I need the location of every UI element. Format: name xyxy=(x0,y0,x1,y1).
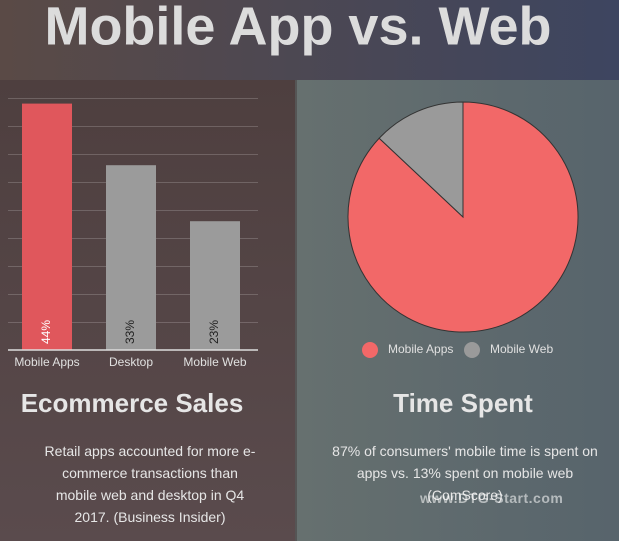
caption: 87% of consumers' mobile time is spent o… xyxy=(332,443,598,503)
header-bg xyxy=(0,0,619,80)
legend-label: Mobile Apps xyxy=(388,342,453,356)
x-tick-label: Desktop xyxy=(109,355,153,369)
section-title: Time Spent xyxy=(393,388,533,418)
legend-swatch xyxy=(464,342,480,358)
value-label: 23% xyxy=(207,320,221,344)
watermark: www.DTG-Start.com xyxy=(420,490,564,506)
bar xyxy=(106,165,156,350)
page-title: Mobile App vs. Web xyxy=(44,0,551,56)
value-label: 33% xyxy=(123,320,137,344)
bar xyxy=(22,103,72,350)
section-title: Ecommerce Sales xyxy=(21,388,244,418)
x-tick-label: Mobile Apps xyxy=(14,355,79,369)
caption: Retail apps accounted for more e-commerc… xyxy=(44,443,256,525)
x-tick-label: Mobile Web xyxy=(183,355,246,369)
bar xyxy=(190,221,240,350)
pie-slice xyxy=(378,101,464,219)
legend-label: Mobile Web xyxy=(490,342,553,356)
legend-swatch xyxy=(362,342,378,358)
value-label: 44% xyxy=(39,320,53,344)
